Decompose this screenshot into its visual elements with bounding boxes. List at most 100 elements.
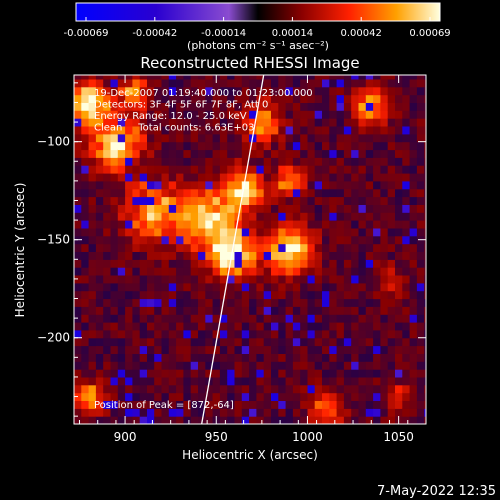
heatmap-cell	[234, 337, 243, 347]
heatmap-cell	[351, 149, 360, 158]
heatmap-cell	[358, 416, 367, 424]
info-line: Clean Total counts: 6.63E+03	[94, 123, 254, 134]
heatmap-cell	[387, 275, 396, 284]
heatmap-cell	[154, 282, 163, 292]
heatmap-cell	[365, 376, 374, 386]
heatmap-cell	[74, 267, 82, 276]
heatmap-cell	[351, 118, 360, 127]
heatmap-cell	[205, 322, 214, 331]
heatmap-cell	[227, 212, 236, 221]
heatmap-cell	[132, 322, 141, 331]
heatmap-cell	[125, 369, 133, 378]
heatmap-cell	[147, 235, 155, 245]
heatmap-cell	[241, 220, 250, 229]
heatmap-cell	[103, 345, 112, 354]
heatmap-cell	[234, 322, 243, 331]
heatmap-cell	[343, 180, 352, 190]
heatmap-cell	[271, 235, 279, 245]
heatmap-cell	[395, 94, 403, 103]
heatmap-cell	[416, 337, 425, 347]
heatmap-cell	[212, 126, 221, 135]
heatmap-cell	[103, 196, 112, 205]
heatmap-cell	[263, 376, 272, 386]
heatmap-cell	[336, 267, 345, 276]
heatmap-cell	[154, 126, 163, 135]
heatmap-cell	[416, 322, 425, 331]
heatmap-cell	[176, 416, 184, 424]
heatmap-cell	[322, 314, 330, 323]
heatmap-cell	[387, 290, 396, 300]
heatmap-cell	[241, 102, 250, 111]
heatmap-cell	[176, 102, 184, 111]
heatmap-cell	[329, 416, 338, 424]
heatmap-cell	[132, 78, 141, 88]
heatmap-cell	[234, 157, 243, 166]
heatmap-cell	[343, 196, 352, 205]
heatmap-cell	[147, 149, 155, 158]
heatmap-cell	[147, 157, 155, 166]
heatmap-cell	[278, 102, 287, 111]
heatmap-cell	[117, 102, 126, 111]
heatmap-cell	[168, 212, 177, 221]
heatmap-cell	[322, 267, 330, 276]
heatmap-cell	[117, 353, 126, 362]
heatmap-cell	[219, 290, 228, 300]
heatmap-cell	[343, 400, 352, 409]
heatmap-cell	[154, 204, 163, 213]
heatmap-cell	[285, 353, 294, 362]
heatmap-cell	[292, 353, 301, 362]
heatmap-cell	[161, 141, 170, 151]
heatmap-cell	[322, 392, 330, 401]
heatmap-cell	[249, 180, 257, 190]
heatmap-cell	[387, 322, 396, 331]
heatmap-cell	[300, 149, 309, 158]
heatmap-cell	[139, 369, 148, 378]
heatmap-cell	[424, 165, 426, 174]
heatmap-cell	[329, 118, 338, 127]
heatmap-cell	[234, 384, 243, 394]
heatmap-cell	[307, 329, 316, 339]
heatmap-cell	[285, 204, 294, 213]
heatmap-cell	[263, 78, 272, 88]
heatmap-cell	[380, 118, 389, 127]
x-axis: 900 950 1000 1050	[78, 75, 414, 444]
heatmap-cell	[351, 376, 360, 386]
heatmap-cell	[154, 353, 163, 362]
heatmap-cell	[351, 306, 360, 315]
heatmap-cell	[205, 196, 214, 205]
heatmap-cell	[81, 173, 90, 182]
heatmap-cell	[205, 188, 214, 198]
heatmap-cell	[176, 314, 184, 323]
heatmap-cell	[395, 204, 403, 213]
heatmap-cell	[322, 180, 330, 190]
heatmap-cell	[168, 290, 177, 300]
heatmap-cell	[139, 361, 148, 370]
heatmap-cell	[358, 298, 367, 307]
heatmap-cell	[234, 204, 243, 213]
heatmap-cell	[212, 353, 221, 362]
heatmap-cell	[373, 110, 381, 119]
heatmap-cell	[380, 282, 389, 292]
heatmap-cell	[88, 337, 97, 347]
heatmap-cell	[227, 290, 236, 300]
heatmap-cell	[409, 75, 418, 80]
heatmap-cell	[263, 369, 272, 378]
heatmap-cell	[74, 306, 82, 315]
heatmap-cell	[234, 227, 243, 237]
heatmap-cell	[336, 322, 345, 331]
heatmap-cell	[402, 102, 411, 111]
heatmap-cell	[219, 392, 228, 401]
heatmap-cell	[212, 133, 221, 143]
heatmap-cell	[227, 196, 236, 205]
heatmap-cell	[147, 110, 155, 119]
heatmap-cell	[219, 235, 228, 245]
heatmap-cell	[227, 369, 236, 378]
heatmap-cell	[161, 322, 170, 331]
heatmap-cell	[74, 290, 82, 300]
heatmap-cell	[402, 376, 411, 386]
heatmap-cell	[256, 196, 265, 205]
heatmap-cell	[241, 180, 250, 190]
heatmap-cell	[198, 314, 206, 323]
heatmap-cell	[154, 337, 163, 347]
heatmap-cell	[176, 392, 184, 401]
